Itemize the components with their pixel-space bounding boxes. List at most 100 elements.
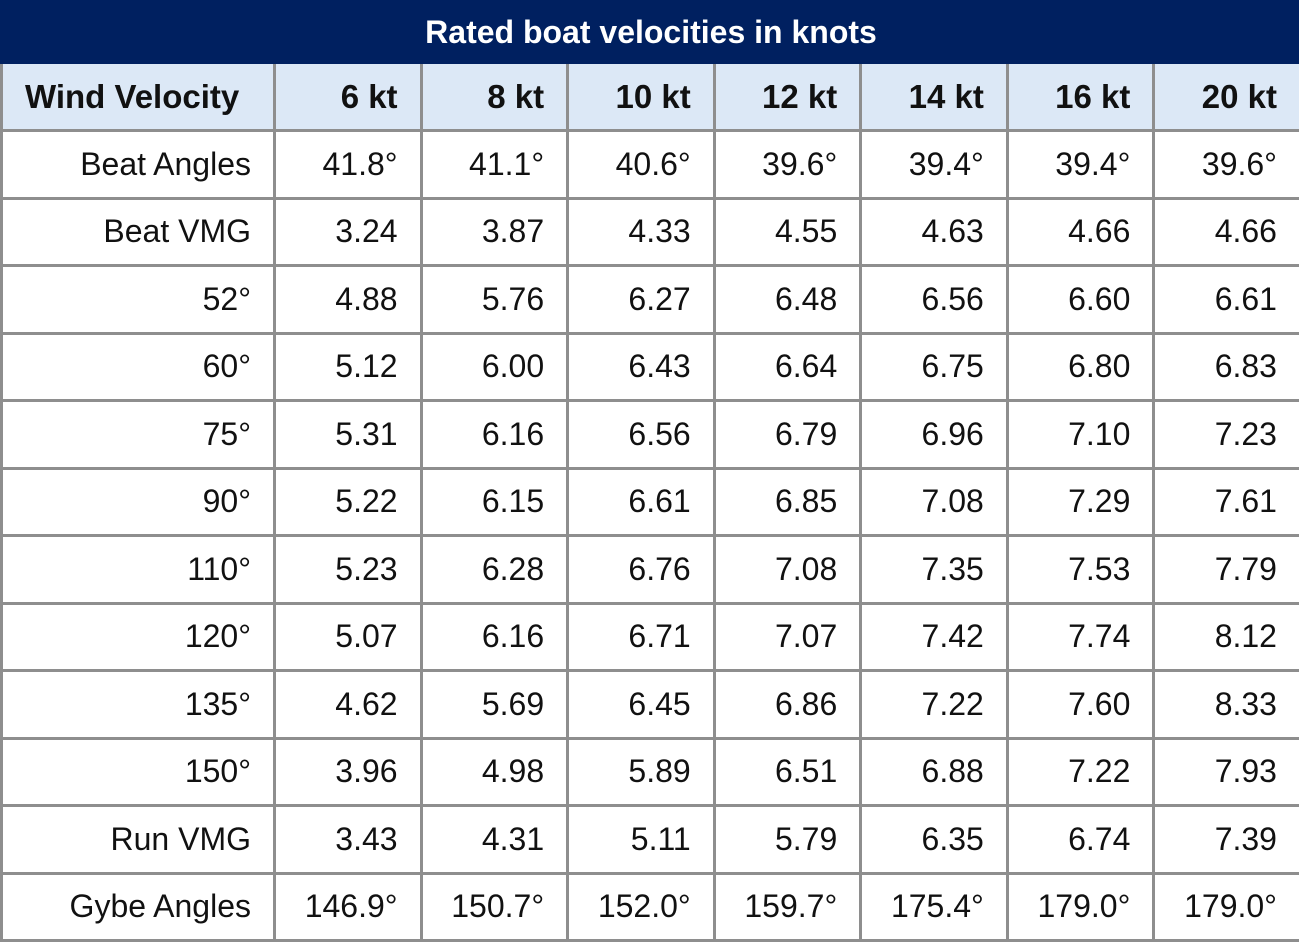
table-cell: 4.66 bbox=[1152, 196, 1299, 267]
table-cell: 6.43 bbox=[566, 331, 716, 402]
table-row: 120° 5.07 6.16 6.71 7.07 7.42 7.74 8.12 bbox=[0, 601, 1299, 672]
table-row: Gybe Angles 146.9° 150.7° 152.0° 159.7° 175.4… bbox=[0, 871, 1299, 942]
table-cell: 7.08 bbox=[712, 534, 863, 605]
table-cell: 7.22 bbox=[859, 669, 1009, 740]
table-cell: 6.45 bbox=[566, 669, 716, 740]
table-header-row: Wind Velocity 6 kt 8 kt 10 kt 12 kt 14 kt 16 k… bbox=[0, 61, 1299, 132]
column-header: 8 kt bbox=[419, 61, 570, 132]
table-cell: 8.12 bbox=[1152, 601, 1299, 672]
table-cell: 5.79 bbox=[712, 804, 863, 875]
table-cell: 175.4° bbox=[859, 871, 1009, 942]
column-header: 14 kt bbox=[859, 61, 1009, 132]
table-cell: 4.33 bbox=[566, 196, 716, 267]
table-cell: 6.96 bbox=[859, 399, 1009, 470]
column-header: 10 kt bbox=[566, 61, 716, 132]
row-label: 110° bbox=[0, 534, 276, 605]
column-header-wind-velocity: Wind Velocity bbox=[0, 61, 276, 132]
table-cell: 6.00 bbox=[419, 331, 570, 402]
table-cell: 6.74 bbox=[1005, 804, 1156, 875]
table-cell: 39.6° bbox=[1152, 129, 1299, 200]
row-label: Beat VMG bbox=[0, 196, 276, 267]
table-cell: 40.6° bbox=[566, 129, 716, 200]
table-cell: 5.11 bbox=[566, 804, 716, 875]
table-cell: 7.23 bbox=[1152, 399, 1299, 470]
table-row: 135° 4.62 5.69 6.45 6.86 7.22 7.60 8.33 bbox=[0, 669, 1299, 740]
table-cell: 150.7° bbox=[419, 871, 570, 942]
table-cell: 4.55 bbox=[712, 196, 863, 267]
table-cell: 5.69 bbox=[419, 669, 570, 740]
table-cell: 6.80 bbox=[1005, 331, 1156, 402]
table-row: 75° 5.31 6.16 6.56 6.79 6.96 7.10 7.23 bbox=[0, 399, 1299, 470]
table-cell: 6.85 bbox=[712, 466, 863, 537]
table-cell: 7.35 bbox=[859, 534, 1009, 605]
table-cell: 5.07 bbox=[273, 601, 423, 672]
table-cell: 4.31 bbox=[419, 804, 570, 875]
table-cell: 3.24 bbox=[273, 196, 423, 267]
column-header: 20 kt bbox=[1152, 61, 1299, 132]
row-label: Run VMG bbox=[0, 804, 276, 875]
table-cell: 7.93 bbox=[1152, 736, 1299, 807]
table-cell: 6.75 bbox=[859, 331, 1009, 402]
table-cell: 7.53 bbox=[1005, 534, 1156, 605]
row-label: Beat Angles bbox=[0, 129, 276, 200]
table-cell: 6.48 bbox=[712, 264, 863, 335]
table-row: 90° 5.22 6.15 6.61 6.85 7.08 7.29 7.61 bbox=[0, 466, 1299, 537]
table-cell: 6.61 bbox=[566, 466, 716, 537]
table-cell: 7.22 bbox=[1005, 736, 1156, 807]
table-cell: 7.79 bbox=[1152, 534, 1299, 605]
table-body: Beat Angles 41.8° 41.1° 40.6° 39.6° 39.4° 39.4… bbox=[0, 129, 1299, 942]
table-cell: 3.96 bbox=[273, 736, 423, 807]
table-row: Run VMG 3.43 4.31 5.11 5.79 6.35 6.74 7.39 bbox=[0, 804, 1299, 875]
table-cell: 7.08 bbox=[859, 466, 1009, 537]
table-cell: 6.86 bbox=[712, 669, 863, 740]
table-cell: 5.89 bbox=[566, 736, 716, 807]
table-cell: 41.1° bbox=[419, 129, 570, 200]
table-cell: 6.60 bbox=[1005, 264, 1156, 335]
column-header: 12 kt bbox=[712, 61, 863, 132]
table-cell: 41.8° bbox=[273, 129, 423, 200]
table-cell: 5.22 bbox=[273, 466, 423, 537]
table-cell: 146.9° bbox=[273, 871, 423, 942]
table-cell: 6.61 bbox=[1152, 264, 1299, 335]
table-row: 60° 5.12 6.00 6.43 6.64 6.75 6.80 6.83 bbox=[0, 331, 1299, 402]
table-cell: 5.23 bbox=[273, 534, 423, 605]
table-cell: 6.83 bbox=[1152, 331, 1299, 402]
table-title-row: Rated boat velocities in knots bbox=[0, 0, 1299, 64]
table-row: 110° 5.23 6.28 6.76 7.08 7.35 7.53 7.79 bbox=[0, 534, 1299, 605]
row-label: 120° bbox=[0, 601, 276, 672]
row-label: 52° bbox=[0, 264, 276, 335]
row-label: Gybe Angles bbox=[0, 871, 276, 942]
table-row: 52° 4.88 5.76 6.27 6.48 6.56 6.60 6.61 bbox=[0, 264, 1299, 335]
row-label: 75° bbox=[0, 399, 276, 470]
table-title: Rated boat velocities in knots bbox=[0, 0, 1299, 64]
table-cell: 152.0° bbox=[566, 871, 716, 942]
table-cell: 6.76 bbox=[566, 534, 716, 605]
table-cell: 5.31 bbox=[273, 399, 423, 470]
table-cell: 6.16 bbox=[419, 399, 570, 470]
table-cell: 8.33 bbox=[1152, 669, 1299, 740]
table-row: Beat Angles 41.8° 41.1° 40.6° 39.6° 39.4° 39.4… bbox=[0, 129, 1299, 200]
table-cell: 7.10 bbox=[1005, 399, 1156, 470]
table-cell: 7.42 bbox=[859, 601, 1009, 672]
table-cell: 7.61 bbox=[1152, 466, 1299, 537]
table-cell: 6.56 bbox=[859, 264, 1009, 335]
table-cell: 4.62 bbox=[273, 669, 423, 740]
table-cell: 179.0° bbox=[1005, 871, 1156, 942]
table-cell: 6.27 bbox=[566, 264, 716, 335]
table-cell: 7.07 bbox=[712, 601, 863, 672]
table-cell: 6.28 bbox=[419, 534, 570, 605]
row-label: 135° bbox=[0, 669, 276, 740]
table-cell: 179.0° bbox=[1152, 871, 1299, 942]
table-cell: 6.15 bbox=[419, 466, 570, 537]
table-cell: 39.4° bbox=[859, 129, 1009, 200]
table-cell: 4.98 bbox=[419, 736, 570, 807]
table-cell: 7.39 bbox=[1152, 804, 1299, 875]
column-header: 16 kt bbox=[1005, 61, 1156, 132]
table-cell: 5.12 bbox=[273, 331, 423, 402]
table-cell: 39.4° bbox=[1005, 129, 1156, 200]
table-row: 150° 3.96 4.98 5.89 6.51 6.88 7.22 7.93 bbox=[0, 736, 1299, 807]
table-cell: 3.87 bbox=[419, 196, 570, 267]
table-cell: 3.43 bbox=[273, 804, 423, 875]
table-cell: 7.74 bbox=[1005, 601, 1156, 672]
